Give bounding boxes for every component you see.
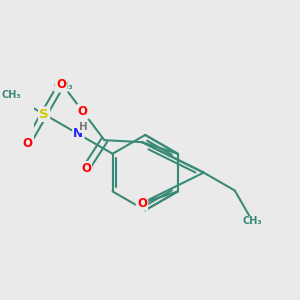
Text: CH₃: CH₃ bbox=[2, 90, 21, 100]
Text: H: H bbox=[80, 122, 88, 132]
Text: N: N bbox=[73, 128, 83, 140]
Text: CH₃: CH₃ bbox=[54, 81, 74, 91]
Text: O: O bbox=[81, 162, 91, 175]
Text: CH₃: CH₃ bbox=[243, 217, 262, 226]
Text: O: O bbox=[137, 196, 147, 210]
Text: S: S bbox=[39, 108, 49, 121]
Text: O: O bbox=[22, 137, 32, 150]
Text: O: O bbox=[56, 78, 66, 92]
Text: O: O bbox=[78, 105, 88, 118]
